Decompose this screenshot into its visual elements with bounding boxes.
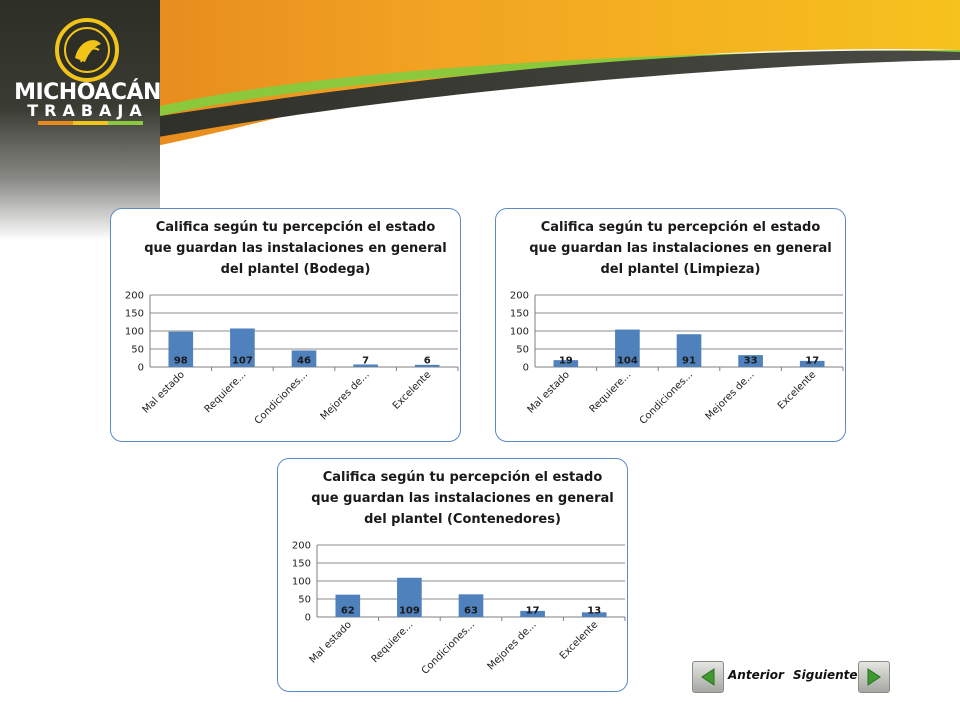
bar xyxy=(738,355,763,367)
header-banner xyxy=(0,0,960,172)
chart-title: Califica según tu percepción el estado q… xyxy=(131,217,460,280)
y-tick-label: 0 xyxy=(138,363,144,374)
bar xyxy=(414,364,440,367)
data-label: 6 xyxy=(424,355,431,366)
x-tick-label: Mejores de... xyxy=(319,369,372,422)
y-tick-label: 150 xyxy=(510,309,529,320)
x-tick-label: Mal estado xyxy=(141,369,187,415)
chart-title: Califica según tu percepción el estado q… xyxy=(516,217,845,280)
data-label: 107 xyxy=(232,355,253,366)
bar xyxy=(168,331,194,367)
data-label: 109 xyxy=(399,605,420,616)
chart-title: Califica según tu percepción el estado q… xyxy=(298,467,627,530)
logo: MICHOACÁN TRABAJA xyxy=(0,0,161,240)
bar xyxy=(230,328,255,367)
y-tick-label: 100 xyxy=(510,327,529,338)
x-tick-label: Requiere... xyxy=(370,619,416,665)
prev-button[interactable] xyxy=(692,661,724,693)
y-tick-label: 100 xyxy=(292,577,311,588)
chart-title-line-3: del plantel (Limpieza) xyxy=(600,262,761,277)
y-tick-label: 200 xyxy=(510,291,529,302)
bar xyxy=(353,364,378,367)
x-tick-label: Mejores de... xyxy=(704,369,757,422)
x-tick-label: Mejores de... xyxy=(486,619,539,672)
bar xyxy=(397,577,422,617)
data-label: 63 xyxy=(464,605,478,616)
y-tick-label: 0 xyxy=(523,363,529,374)
y-tick-label: 50 xyxy=(516,345,529,356)
bar xyxy=(520,610,545,617)
y-tick-label: 50 xyxy=(298,595,311,606)
y-tick-label: 100 xyxy=(125,327,144,338)
chart-card-bodega: 0 50 100 150 200 98 Mal estado 107 Requiere... 46… xyxy=(110,208,461,442)
bar xyxy=(291,350,317,367)
chart-limpieza: 0 50 100 150 200 19 Mal estado 104 Requiere... 91… xyxy=(510,291,844,427)
data-label: 104 xyxy=(617,355,638,366)
x-tick-label: Condiciones... xyxy=(253,369,310,426)
chart-title-line-2: que guardan las instalaciones en general xyxy=(529,241,832,256)
x-tick-label: Condiciones... xyxy=(638,369,695,426)
y-tick-label: 200 xyxy=(292,541,311,552)
y-tick-label: 150 xyxy=(125,309,144,320)
logo-underline xyxy=(38,121,143,125)
data-label: 17 xyxy=(526,605,540,616)
data-label: 91 xyxy=(682,355,696,366)
bar xyxy=(335,594,361,617)
chart-title-line-1: Califica según tu percepción el estado xyxy=(540,220,821,235)
chart-title-line-3: del plantel (Contenedores) xyxy=(364,512,561,527)
chart-contenedores: 0 50 100 150 200 62 Mal estado 109 Requiere... 63… xyxy=(292,541,626,677)
x-tick-label: Excelente xyxy=(558,619,600,661)
arrow-left-icon xyxy=(701,668,715,686)
chart-title-line-1: Califica según tu percepción el estado xyxy=(322,470,603,485)
x-tick-label: Requiere... xyxy=(203,369,249,415)
bar xyxy=(615,329,640,367)
chart-title-line-3: del plantel (Bodega) xyxy=(220,262,371,277)
x-tick-label: Requiere... xyxy=(588,369,634,415)
chart-card-contenedores: 0 50 100 150 200 62 Mal estado 109 Requiere... 63… xyxy=(277,458,628,692)
chart-card-limpieza: 0 50 100 150 200 19 Mal estado 104 Requiere... 91… xyxy=(495,208,846,442)
y-tick-label: 200 xyxy=(125,291,144,302)
chart-title-line-2: que guardan las instalaciones en general xyxy=(144,241,447,256)
data-label: 62 xyxy=(341,605,355,616)
data-label: 19 xyxy=(559,355,573,366)
x-tick-label: Mal estado xyxy=(526,369,572,415)
bar xyxy=(676,334,702,367)
data-label: 13 xyxy=(587,605,601,616)
next-label[interactable]: Siguiente xyxy=(793,668,858,682)
x-tick-label: Mal estado xyxy=(308,619,354,665)
emblem-icon xyxy=(55,18,119,82)
bar xyxy=(458,594,484,617)
y-tick-label: 50 xyxy=(131,345,144,356)
chart-title-line-2: que guardan las instalaciones en general xyxy=(311,491,614,506)
prev-label[interactable]: Anterior xyxy=(728,668,784,682)
data-label: 33 xyxy=(744,355,758,366)
x-tick-label: Excelente xyxy=(776,369,818,411)
chart-bodega: 0 50 100 150 200 98 Mal estado 107 Requiere... 46… xyxy=(125,291,459,427)
next-button[interactable] xyxy=(858,661,890,693)
x-tick-label: Condiciones... xyxy=(420,619,477,676)
y-tick-label: 150 xyxy=(292,559,311,570)
data-label: 98 xyxy=(174,355,188,366)
data-label: 7 xyxy=(362,355,369,366)
bar xyxy=(553,360,579,367)
data-label: 46 xyxy=(297,355,311,366)
logo-text-secondary: TRABAJA xyxy=(27,101,148,120)
data-label: 17 xyxy=(805,355,819,366)
chart-title-line-1: Califica según tu percepción el estado xyxy=(155,220,436,235)
y-tick-label: 0 xyxy=(305,613,311,624)
logo-text-primary: MICHOACÁN xyxy=(14,80,161,105)
x-tick-label: Excelente xyxy=(391,369,433,411)
bar xyxy=(581,612,607,617)
bar xyxy=(799,360,825,367)
arrow-right-icon xyxy=(867,668,881,686)
